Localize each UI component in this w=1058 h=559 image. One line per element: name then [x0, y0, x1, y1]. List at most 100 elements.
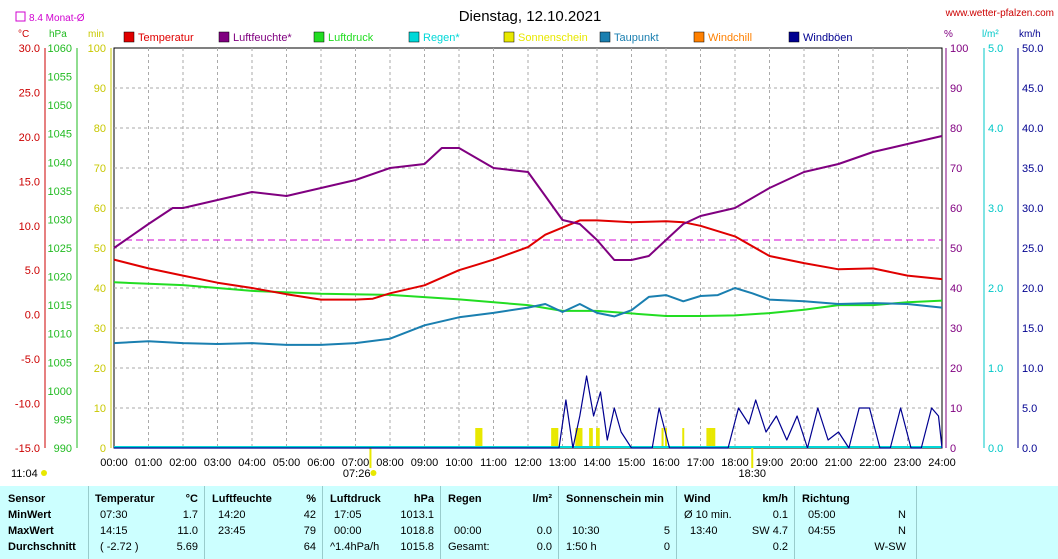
- tick-label-wind_kmh: 5.0: [1022, 403, 1037, 415]
- press-min-time: 17:05: [334, 509, 362, 521]
- x-tick-label: 16:00: [652, 457, 680, 469]
- tick-label-sun_min: 30: [94, 323, 106, 335]
- tick-label-humidity_pct: 20: [950, 363, 962, 375]
- press-max-time: 00:00: [334, 525, 362, 537]
- x-tick-label: 00:00: [100, 457, 128, 469]
- tick-label-pressure_hpa: 1030: [48, 214, 72, 226]
- legend-swatch: [693, 31, 705, 43]
- sunshine-bar: [580, 428, 583, 448]
- tick-label-humidity_pct: 80: [950, 123, 962, 135]
- legend-swatch: [313, 31, 325, 43]
- temp-header: Temperatur: [95, 493, 155, 505]
- tick-label-wind_kmh: 20.0: [1022, 283, 1043, 295]
- temp-min-time: 07:30: [100, 509, 128, 521]
- temp-unit: °C: [185, 493, 198, 505]
- sunshine-bar: [552, 428, 555, 448]
- sunshine-bar: [709, 428, 712, 448]
- x-tick-label: 01:00: [135, 457, 163, 469]
- sunshine-bar: [665, 428, 667, 448]
- legend-label: Windchill: [708, 32, 752, 44]
- legend-swatch: [408, 31, 420, 43]
- tick-label-pressure_hpa: 1010: [48, 329, 72, 341]
- tick-label-temp_c: 5.0: [25, 265, 40, 277]
- x-tick-label: 21:00: [825, 457, 853, 469]
- x-tick-label: 04:00: [238, 457, 266, 469]
- series-line-luftfeuchte: [113, 135, 943, 261]
- wind-max-time: 13:40: [690, 525, 718, 537]
- press-min-value: 1013.1: [400, 509, 434, 521]
- rain-max-time: 00:00: [454, 525, 482, 537]
- website-link[interactable]: www.wetter-pfalzen.com: [945, 8, 1054, 19]
- sensor-header: Sensor: [8, 493, 46, 505]
- x-tick-label: 07:00: [342, 457, 370, 469]
- tick-label-humidity_pct: 60: [950, 203, 962, 215]
- tick-label-temp_c: 15.0: [19, 176, 40, 188]
- hum-max-time: 23:45: [218, 525, 246, 537]
- tick-label-pressure_hpa: 1020: [48, 272, 72, 284]
- tick-label-humidity_pct: 70: [950, 163, 962, 175]
- legend-swatch: [503, 31, 515, 43]
- tick-label-wind_kmh: 35.0: [1022, 163, 1043, 175]
- sunrise-icon: [370, 470, 377, 476]
- wind-header: Wind: [684, 493, 711, 505]
- hum-max-value: 79: [303, 525, 316, 537]
- series-line-luftdruck: [113, 281, 943, 317]
- sunshine-bar: [577, 428, 580, 448]
- x-tick-label: 05:00: [273, 457, 301, 469]
- col-direction: Richtung 05:00 N 04:55 N W-SW: [794, 486, 917, 559]
- sunshine-bar: [478, 428, 481, 448]
- sunshine-bar: [597, 428, 600, 448]
- sunshine-bar: [713, 428, 716, 448]
- sun-max-time: 10:30: [572, 525, 600, 537]
- legend-label: Taupunkt: [614, 32, 659, 44]
- tick-label-pressure_hpa: 1060: [48, 43, 72, 55]
- tick-label-temp_c: 0.0: [25, 310, 40, 322]
- unit-pressure: hPa: [49, 29, 67, 40]
- sunshine-bar: [589, 428, 592, 448]
- x-tick-label: 12:00: [514, 457, 542, 469]
- tick-label-sun_min: 80: [94, 123, 106, 135]
- chart-title: Dienstag, 12.10.2021: [459, 8, 602, 25]
- x-tick-label: 15:00: [618, 457, 646, 469]
- temp-max-value: 11.0: [177, 525, 198, 537]
- tick-label-wind_kmh: 50.0: [1022, 43, 1043, 55]
- x-tick-label: 20:00: [790, 457, 818, 469]
- legend-label: Regen*: [423, 32, 460, 44]
- sunrise-label: 07:26: [343, 468, 371, 480]
- sunshine-bar: [596, 428, 598, 448]
- tick-label-temp_c: 10.0: [19, 221, 40, 233]
- x-tick-label: 11:00: [480, 457, 507, 469]
- x-tick-label: 03:00: [204, 457, 232, 469]
- monthly-avg-label: 8.4 Monat-Ø: [29, 13, 85, 24]
- wind-avg10-label: Ø 10 min.: [684, 509, 732, 521]
- sun-max-value: 5: [663, 525, 670, 537]
- x-tick-label: 22:00: [859, 457, 887, 469]
- col-humidity: Luftfeuchte% 14:20 42 23:45 79 64: [204, 486, 323, 559]
- rain-header: Regen: [448, 493, 482, 505]
- press-avg-value: 1015.8: [400, 541, 434, 553]
- col-wind: Wind km/h Ø 10 min. 0.1 13:40 SW 4.7 0.2: [676, 486, 795, 559]
- x-tick-label: 13:00: [549, 457, 577, 469]
- tick-label-sun_min: 40: [94, 283, 106, 295]
- monthly-avg-swatch: [15, 11, 26, 22]
- wind-avg-value: 0.2: [772, 541, 788, 553]
- rain-total-label: Gesamt:: [448, 541, 490, 553]
- unit-sun: min: [88, 29, 104, 40]
- sunshine-bar: [708, 428, 711, 448]
- sunshine-bar: [476, 428, 479, 448]
- tick-label-rain_lm2: 0.0: [988, 443, 1003, 455]
- tick-label-pressure_hpa: 1040: [48, 157, 72, 169]
- col-rain: Regen l/m² 00:00 0.0 Gesamt: 0.0: [440, 486, 559, 559]
- press-unit: hPa: [413, 493, 434, 505]
- series-line-windben: [114, 375, 943, 449]
- hum-min-value: 42: [303, 509, 316, 521]
- sunshine-bar: [556, 428, 559, 448]
- tick-label-humidity_pct: 40: [950, 283, 962, 295]
- tick-label-sun_min: 20: [94, 363, 106, 375]
- hum-min-time: 14:20: [218, 509, 246, 521]
- sunshine-bar: [554, 428, 557, 448]
- sensor-min-label: MinWert: [8, 509, 52, 521]
- tick-label-sun_min: 50: [94, 243, 106, 255]
- x-tick-label: 09:00: [411, 457, 439, 469]
- col-pressure: Luftdruck hPa 17:05 1013.1 00:00 1018.8 ^1.…: [322, 486, 441, 559]
